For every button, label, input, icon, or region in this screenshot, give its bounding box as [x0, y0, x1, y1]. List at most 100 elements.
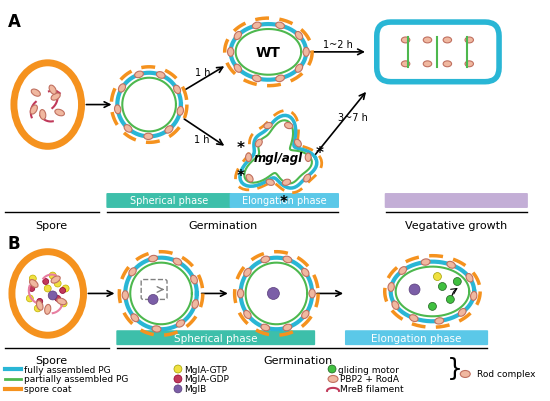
Ellipse shape [284, 123, 293, 130]
Ellipse shape [40, 110, 46, 120]
Ellipse shape [303, 48, 309, 57]
Text: gliding motor: gliding motor [338, 365, 399, 374]
Text: MglB: MglB [184, 385, 206, 393]
Ellipse shape [402, 62, 410, 68]
Ellipse shape [14, 64, 81, 147]
Circle shape [48, 291, 57, 300]
FancyBboxPatch shape [385, 194, 528, 209]
Ellipse shape [424, 38, 432, 44]
FancyBboxPatch shape [230, 194, 339, 209]
Text: 3~7 h: 3~7 h [338, 113, 368, 123]
Ellipse shape [388, 283, 394, 292]
Ellipse shape [118, 85, 125, 93]
Text: MreB filament: MreB filament [340, 385, 404, 393]
Text: partially assembled PG: partially assembled PG [24, 375, 128, 383]
FancyBboxPatch shape [377, 23, 499, 83]
Text: 1 h: 1 h [195, 68, 211, 77]
Text: spore coat: spore coat [24, 385, 72, 393]
Ellipse shape [421, 259, 430, 265]
FancyBboxPatch shape [116, 330, 315, 345]
Ellipse shape [283, 324, 292, 331]
Circle shape [174, 365, 182, 373]
Text: A: A [8, 13, 21, 31]
Ellipse shape [266, 180, 274, 186]
Text: *: * [316, 146, 324, 160]
Ellipse shape [173, 259, 182, 265]
Text: Spherical phase: Spherical phase [130, 196, 208, 206]
Ellipse shape [424, 62, 432, 68]
Ellipse shape [276, 23, 284, 30]
Circle shape [59, 288, 65, 294]
Ellipse shape [228, 48, 234, 57]
Text: *: * [236, 168, 245, 183]
Ellipse shape [305, 154, 311, 162]
Ellipse shape [460, 371, 470, 377]
Text: Rod complex: Rod complex [477, 370, 536, 379]
Ellipse shape [295, 65, 303, 73]
Text: 1 h: 1 h [194, 135, 210, 145]
Ellipse shape [45, 305, 51, 314]
Circle shape [328, 365, 336, 373]
Ellipse shape [36, 301, 43, 310]
Ellipse shape [49, 86, 56, 95]
Ellipse shape [131, 314, 139, 322]
Circle shape [62, 285, 69, 292]
Ellipse shape [135, 72, 144, 79]
Ellipse shape [177, 320, 185, 327]
Ellipse shape [244, 269, 251, 277]
Ellipse shape [165, 126, 173, 134]
Text: PBP2 + RodA: PBP2 + RodA [340, 375, 399, 383]
Ellipse shape [148, 256, 157, 262]
Ellipse shape [192, 300, 199, 309]
Circle shape [43, 279, 49, 285]
Text: *: * [279, 195, 287, 210]
Text: Spore: Spore [36, 220, 68, 230]
Ellipse shape [261, 257, 270, 263]
Ellipse shape [295, 32, 303, 41]
Circle shape [428, 303, 437, 311]
Ellipse shape [294, 140, 301, 148]
Ellipse shape [410, 315, 418, 322]
Circle shape [54, 280, 61, 287]
Ellipse shape [246, 154, 251, 162]
Ellipse shape [177, 107, 184, 116]
Ellipse shape [144, 134, 153, 140]
Ellipse shape [122, 291, 129, 300]
Ellipse shape [129, 268, 136, 276]
Circle shape [409, 284, 420, 295]
Ellipse shape [234, 32, 241, 41]
Ellipse shape [252, 76, 261, 83]
Ellipse shape [57, 298, 67, 305]
Circle shape [29, 275, 36, 282]
Circle shape [49, 272, 56, 279]
Circle shape [174, 385, 182, 393]
Ellipse shape [264, 123, 272, 130]
Ellipse shape [402, 38, 410, 44]
Circle shape [37, 299, 43, 305]
Circle shape [174, 375, 182, 383]
Ellipse shape [458, 309, 466, 316]
Ellipse shape [447, 262, 455, 269]
Ellipse shape [246, 175, 253, 182]
Ellipse shape [51, 94, 60, 101]
Ellipse shape [261, 324, 270, 331]
Ellipse shape [234, 65, 241, 73]
Text: }: } [447, 356, 463, 380]
Ellipse shape [12, 252, 84, 335]
Circle shape [54, 296, 60, 302]
Text: *: * [236, 140, 245, 156]
Text: Vegatative growth: Vegatative growth [405, 220, 508, 230]
Text: Germination: Germination [263, 355, 333, 365]
Text: 1~2 h: 1~2 h [323, 40, 353, 50]
Ellipse shape [255, 140, 262, 148]
Text: MglA-GTP: MglA-GTP [184, 365, 227, 374]
Ellipse shape [465, 62, 474, 68]
Ellipse shape [304, 175, 311, 182]
Circle shape [438, 283, 447, 291]
Ellipse shape [244, 311, 251, 319]
Ellipse shape [309, 289, 315, 298]
Ellipse shape [124, 125, 132, 133]
Ellipse shape [30, 280, 38, 288]
Ellipse shape [471, 292, 477, 301]
Ellipse shape [238, 289, 244, 298]
